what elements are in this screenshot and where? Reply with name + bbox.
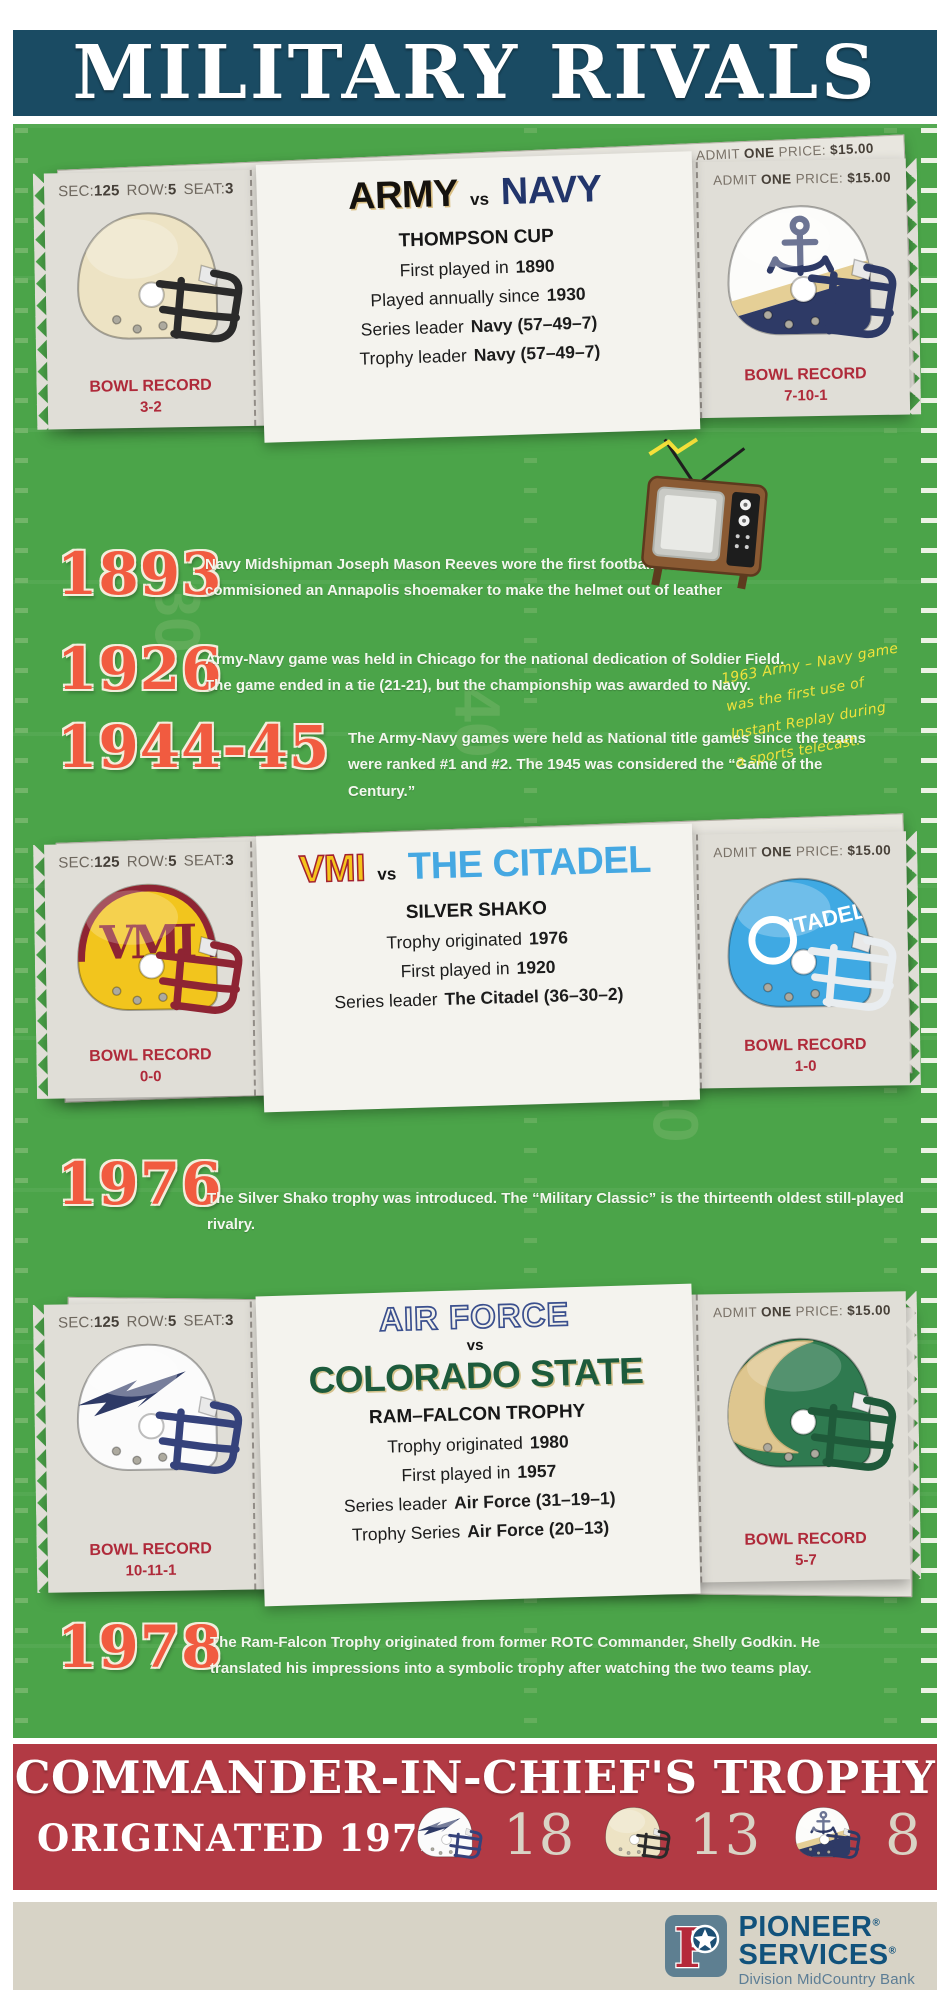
ticket-left-stub: SEC:125 ROW:5 SEAT:3 BOWL RECORD 10-11-1 — [43, 1301, 257, 1593]
team-left-name: VMI — [298, 847, 367, 892]
ticket-airforce-coloradostate: SEC:125 ROW:5 SEAT:3 BOWL RECORD 10-11-1 A… — [32, 1283, 922, 1607]
ticket-right-stub: ADMIT ONE PRICE: $15.00 BOWL RECORD 1-0 — [695, 831, 910, 1089]
stat-line: Series leader Navy (57–49–7) — [360, 312, 598, 340]
timeline-fact: Navy Midshipman Joseph Mason Reeves wore… — [205, 556, 735, 600]
registered-mark: ® — [872, 1917, 881, 1929]
ticket-center-panel: VMI vs THE CITADEL SILVER SHAKO Trophy o… — [256, 823, 701, 1113]
seat-info: SEC:125 ROW:5 SEAT:3 — [57, 1311, 234, 1332]
coloradostate-helmet-icon — [710, 1323, 898, 1479]
ticket-left-stub: SEC:125 ROW:5 SEAT:3 BOWL RECORD 3-2 — [43, 169, 257, 430]
timeline-fact: The Army-Navy games were held as Nationa… — [348, 730, 866, 800]
trophy-name: RAM–FALCON TROPHY — [368, 1400, 586, 1429]
admit-price-text: ADMIT ONE PRICE: $15.00 — [712, 1302, 892, 1321]
stat-line: Trophy originated 1976 — [386, 927, 569, 953]
timeline-year: 1926 — [57, 635, 223, 703]
brand-line1: PIONEER — [738, 1911, 873, 1943]
brand-strip: P PIONEER® SERVICES® Division MidCountry… — [13, 1902, 937, 1990]
timeline-fact: Army-Navy game was held in Chicago for t… — [205, 651, 785, 695]
stat-line: First played in 1920 — [400, 956, 556, 982]
timeline-fact: The Silver Shako trophy was introduced. … — [207, 1190, 904, 1234]
airforce-helmet-icon — [60, 1330, 244, 1482]
star-icon — [694, 1929, 717, 1950]
team-right-name: THE CITADEL — [407, 838, 652, 889]
army-helmet-icon — [60, 198, 245, 351]
airforce-helmet-icon — [411, 1802, 483, 1861]
bowl-record: BOWL RECORD 5-7 — [744, 1529, 867, 1570]
stat-line: Trophy Series Air Force (20–13) — [351, 1517, 610, 1545]
admit-price-text: ADMIT ONE PRICE: $15.00 — [713, 842, 892, 861]
stat-line: Trophy leader Navy (57–49–7) — [359, 341, 601, 369]
cic-trophy-title: COMMANDER-IN-CHIEF'S TROPHY — [14, 1751, 936, 1804]
vmi-helmet-icon — [60, 870, 244, 1022]
stat-line: First played in 1890 — [399, 255, 555, 281]
stat-line: Played annually since 1930 — [370, 283, 586, 311]
army-helmet-icon — [599, 1802, 671, 1861]
tv-icon — [641, 437, 768, 590]
timeline-year: 1893 — [57, 540, 223, 608]
stat-line: Series leader The Citadel (36–30–2) — [334, 983, 624, 1013]
brand-line2: SERVICES — [738, 1938, 889, 1971]
airforce-trophy-count: 18 — [503, 1803, 575, 1868]
vs-label: vs — [377, 864, 397, 884]
matchup-title: AIR FORCE vs COLORADO STATE — [256, 1292, 695, 1404]
header-banner: MILITARY RIVALS — [13, 30, 937, 116]
pioneer-badge-icon: P — [665, 1915, 728, 1978]
army-trophy-count: 13 — [689, 1803, 761, 1868]
team-right-name: NAVY — [500, 168, 603, 214]
matchup-title: VMI vs THE CITADEL — [256, 838, 693, 894]
citadel-helmet-icon — [710, 863, 898, 1019]
brand-tagline: Division MidCountry Bank — [738, 1971, 915, 1989]
registered-mark: ® — [888, 1944, 897, 1956]
ticket-right-stub: ADMIT ONE PRICE: $15.00 BOWL RECORD 5-7 — [695, 1291, 911, 1583]
team-left-name: AIR FORCE — [378, 1294, 571, 1338]
navy-helmet-icon — [789, 1802, 861, 1861]
bowl-record: BOWL RECORD 3-2 — [89, 376, 212, 416]
ticket-right-stub: ADMIT ONE PRICE: $15.00 BOWL RECORD 7-10… — [695, 158, 911, 419]
timeline-year: 1978 — [57, 1613, 223, 1681]
pioneer-services-logo: P PIONEER® SERVICES® Division MidCountry… — [664, 1911, 915, 1989]
seat-info: SEC:125 ROW:5 SEAT:3 — [58, 180, 234, 201]
commander-in-chief-band: COMMANDER-IN-CHIEF'S TROPHY ORIGINATED 1… — [13, 1744, 937, 1890]
field-hashmarks-left — [15, 128, 28, 1734]
trophy-name: SILVER SHAKO — [405, 897, 548, 924]
field-hashmarks-right — [921, 128, 937, 1734]
matchup-title: ARMY vs NAVY — [256, 165, 693, 222]
ticket-center-panel: AIR FORCE vs COLORADO STATE RAM–FALCON T… — [255, 1283, 701, 1607]
navy-trophy-count: 8 — [885, 1803, 921, 1868]
brand-text: PIONEER® SERVICES® Division MidCountry B… — [738, 1911, 915, 1989]
originated-label: ORIGINATED 1972 — [37, 1816, 446, 1860]
vs-label: vs — [469, 189, 490, 210]
seat-info: SEC:125 ROW:5 SEAT:3 — [58, 851, 234, 872]
bowl-record: BOWL RECORD 0-0 — [89, 1046, 212, 1086]
ticket-left-stub: SEC:125 ROW:5 SEAT:3 BOWL RECORD 0-0 — [44, 841, 257, 1099]
page-title: MILITARY RIVALS — [72, 30, 878, 116]
timeline-fact: The Ram-Falcon Trophy originated from fo… — [210, 1634, 821, 1678]
timeline-year: 1944-45 — [57, 713, 331, 781]
ticket-army-navy: SEC:125 ROW:5 SEAT:3 BOWL RECORD 3-2 ADMIT… — [32, 151, 922, 443]
stat-line: First played in 1957 — [401, 1460, 557, 1486]
bowl-record: BOWL RECORD 10-11-1 — [89, 1540, 212, 1580]
stat-line: Trophy originated 1980 — [387, 1431, 570, 1457]
bowl-record: BOWL RECORD 1-0 — [743, 1035, 867, 1076]
team-right-name: COLORADO STATE — [307, 1350, 644, 1401]
trophy-name: THOMPSON CUP — [398, 225, 555, 252]
ticket-vmi-citadel: SEC:125 ROW:5 SEAT:3 BOWL RECORD 0-0 ADMIT… — [33, 823, 921, 1113]
timeline-year: 1976 — [57, 1150, 223, 1218]
signal-zigzag-icon — [648, 437, 699, 456]
admit-price-text: ADMIT ONE PRICE: $15.00 — [712, 169, 892, 188]
bowl-record: BOWL RECORD 7-10-1 — [744, 365, 867, 405]
vs-label: vs — [466, 1336, 484, 1355]
ticket-center-panel: ARMY vs NAVY THOMPSON CUP First played i… — [255, 151, 701, 443]
navy-helmet-icon — [710, 191, 899, 347]
stat-line: Series leader Air Force (31–19–1) — [343, 1487, 616, 1516]
team-left-name: ARMY — [347, 172, 459, 219]
